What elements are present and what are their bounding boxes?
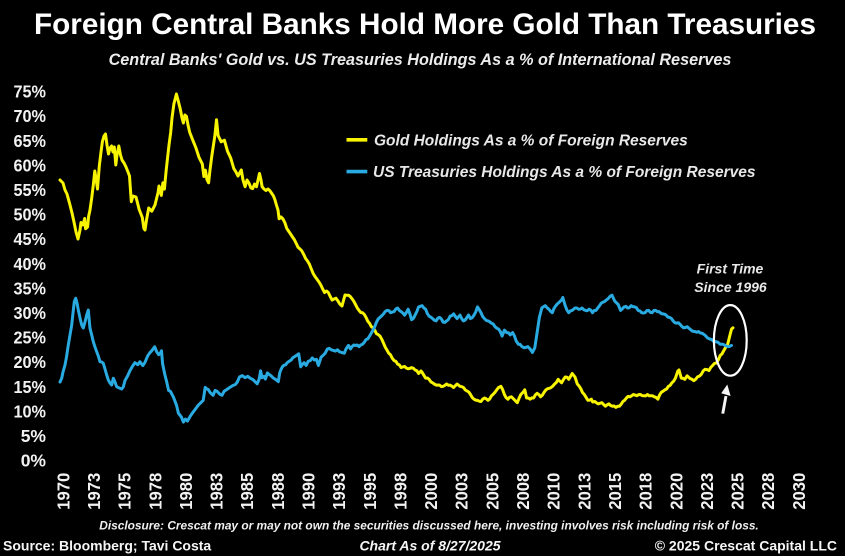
svg-text:2025: 2025 bbox=[728, 473, 748, 510]
svg-text:2020: 2020 bbox=[666, 473, 686, 510]
svg-text:50%: 50% bbox=[14, 205, 47, 225]
svg-text:1983: 1983 bbox=[207, 473, 227, 510]
svg-text:2028: 2028 bbox=[758, 473, 778, 510]
svg-text:Chart As of 8/27/2025: Chart As of 8/27/2025 bbox=[359, 538, 500, 554]
svg-text:1990: 1990 bbox=[299, 473, 319, 510]
svg-text:1980: 1980 bbox=[176, 473, 196, 510]
svg-text:2023: 2023 bbox=[697, 473, 717, 510]
svg-text:60%: 60% bbox=[14, 155, 47, 175]
svg-text:5%: 5% bbox=[21, 426, 47, 446]
svg-text:1993: 1993 bbox=[329, 473, 349, 510]
svg-text:1978: 1978 bbox=[145, 473, 165, 510]
svg-text:2005: 2005 bbox=[482, 473, 502, 510]
svg-text:1998: 1998 bbox=[390, 473, 410, 510]
svg-text:1970: 1970 bbox=[53, 473, 73, 510]
svg-text:Source: Bloomberg; Tavi Costa: Source: Bloomberg; Tavi Costa bbox=[3, 538, 211, 554]
svg-text:0%: 0% bbox=[21, 451, 47, 471]
svg-text:45%: 45% bbox=[14, 229, 47, 249]
svg-text:2003: 2003 bbox=[452, 473, 472, 510]
svg-text:75%: 75% bbox=[14, 82, 47, 102]
svg-text:2008: 2008 bbox=[513, 473, 533, 510]
svg-text:20%: 20% bbox=[14, 352, 47, 372]
svg-text:1988: 1988 bbox=[268, 473, 288, 510]
svg-text:Since 1996: Since 1996 bbox=[694, 279, 767, 295]
svg-text:25%: 25% bbox=[14, 328, 47, 348]
svg-text:1995: 1995 bbox=[360, 473, 380, 510]
svg-text:10%: 10% bbox=[14, 401, 47, 421]
svg-text:15%: 15% bbox=[14, 377, 47, 397]
svg-text:© 2025 Crescat Capital LLC: © 2025 Crescat Capital LLC bbox=[655, 538, 837, 554]
svg-text:40%: 40% bbox=[14, 254, 47, 274]
svg-text:65%: 65% bbox=[14, 131, 47, 151]
svg-text:2018: 2018 bbox=[636, 473, 656, 510]
svg-text:2030: 2030 bbox=[789, 473, 809, 510]
svg-text:35%: 35% bbox=[14, 278, 47, 298]
svg-text:2013: 2013 bbox=[574, 473, 594, 510]
svg-text:1985: 1985 bbox=[237, 473, 257, 510]
svg-text:US Treasuries Holdings As a %: US Treasuries Holdings As a % of Foreign… bbox=[373, 164, 756, 181]
svg-text:2015: 2015 bbox=[605, 473, 625, 510]
svg-text:2000: 2000 bbox=[421, 473, 441, 510]
svg-text:1973: 1973 bbox=[84, 473, 104, 510]
svg-text:70%: 70% bbox=[14, 106, 47, 126]
svg-text:Disclosure: Crescat may or may: Disclosure: Crescat may or may not own t… bbox=[99, 519, 759, 533]
svg-text:Foreign Central Banks Hold Mor: Foreign Central Banks Hold More Gold Tha… bbox=[34, 8, 816, 41]
svg-text:1975: 1975 bbox=[115, 473, 135, 510]
svg-text:First Time: First Time bbox=[697, 261, 764, 277]
svg-text:Gold Holdings As a % of Foreig: Gold Holdings As a % of Foreign Reserves bbox=[374, 132, 688, 149]
svg-text:30%: 30% bbox=[14, 303, 47, 323]
svg-text:Central Banks' Gold vs. US Tre: Central Banks' Gold vs. US Treasuries Ho… bbox=[109, 51, 732, 69]
svg-text:55%: 55% bbox=[14, 180, 47, 200]
svg-text:2010: 2010 bbox=[544, 473, 564, 510]
